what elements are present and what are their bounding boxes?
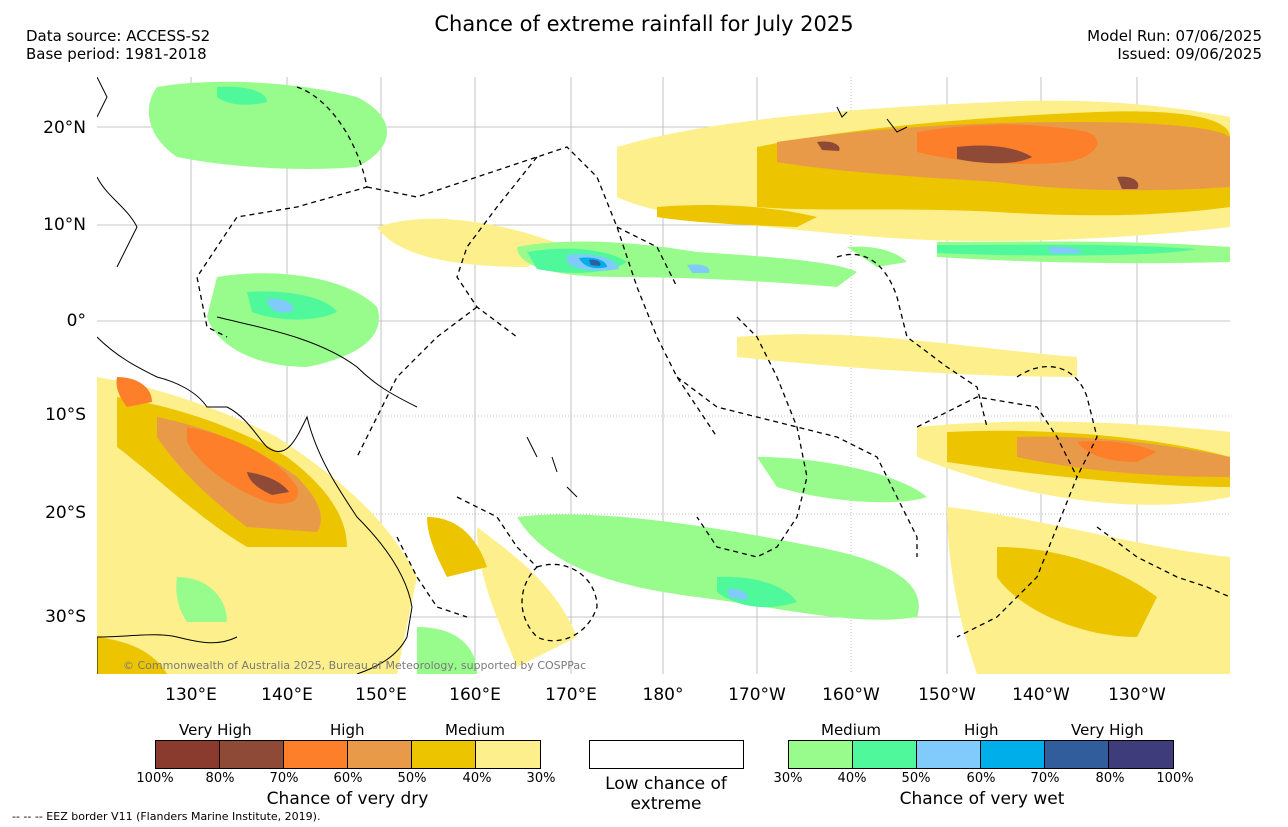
- lat-label-equator: 0°: [66, 311, 86, 331]
- wet-tick-100: 100%: [1156, 771, 1194, 786]
- data-source-info: Data source: ACCESS-S2 Base period: 1981…: [26, 27, 210, 63]
- dry-swatch-2: [220, 741, 284, 768]
- wet-colorbar: [788, 740, 1174, 769]
- wet-swatch-1: [789, 741, 853, 768]
- coastlines: [97, 77, 908, 674]
- lon-label-180: 180°: [642, 685, 684, 705]
- dry-tick-60: 60%: [333, 771, 363, 786]
- wet-swatch-6: [1109, 741, 1173, 768]
- dry-group-medium: Medium: [445, 721, 505, 739]
- dry-swatch-4: [348, 741, 412, 768]
- lon-label-150e: 150°E: [355, 685, 407, 705]
- dry-tick-70: 70%: [269, 771, 299, 786]
- dry-group-high: High: [330, 721, 365, 739]
- wet-group-very-high: Very High: [1071, 721, 1144, 739]
- model-run-text: Model Run: 07/06/2025: [1087, 27, 1262, 45]
- wet-swatch-3: [917, 741, 981, 768]
- wet-swatch-2: [853, 741, 917, 768]
- dry-group-very-high: Very High: [179, 721, 252, 739]
- dry-tick-100: 100%: [136, 771, 174, 786]
- issued-text: Issued: 09/06/2025: [1117, 45, 1262, 63]
- dry-very-high-areas: [247, 141, 1139, 495]
- lon-label-150w: 150°W: [918, 685, 976, 705]
- rainfall-map: © Commonwealth of Australia 2025, Bureau…: [97, 77, 1230, 674]
- wet-group-medium: Medium: [821, 721, 881, 739]
- copyright-notice: © Commonwealth of Australia 2025, Bureau…: [123, 659, 587, 672]
- eez-border-note: -- -- -- EEZ border V11 (Flanders Marine…: [12, 810, 321, 823]
- wet-swatch-5: [1045, 741, 1109, 768]
- eez-borders: [196, 86, 1230, 642]
- wet-very-high-areas: [589, 259, 601, 266]
- dry-swatch-1: [156, 741, 220, 768]
- model-run-info: Model Run: 07/06/2025 Issued: 09/06/2025: [1087, 27, 1262, 63]
- dry-tick-40: 40%: [462, 771, 492, 786]
- low-chance-label: Low chance of extreme: [605, 774, 727, 814]
- lon-label-160w: 160°W: [822, 685, 880, 705]
- wet-tick-80: 80%: [1095, 771, 1125, 786]
- dry-colorbar: [155, 740, 541, 769]
- lon-label-160e: 160°E: [449, 685, 501, 705]
- wet-colorbar-label: Chance of very wet: [899, 789, 1065, 809]
- dry-tick-30: 30%: [526, 771, 556, 786]
- lon-label-170e: 170°E: [545, 685, 597, 705]
- lon-label-130w: 130°W: [1108, 685, 1166, 705]
- wet-tick-50: 50%: [901, 771, 931, 786]
- dry-swatch-6: [476, 741, 540, 768]
- wet-tick-60: 60%: [966, 771, 996, 786]
- dry-tick-50: 50%: [397, 771, 427, 786]
- wet-tick-40: 40%: [837, 771, 867, 786]
- lat-label-10s: 10°S: [45, 405, 86, 425]
- dry-swatch-5: [412, 741, 476, 768]
- low-chance-swatch: [589, 740, 744, 769]
- lat-label-10n: 10°N: [43, 215, 86, 235]
- dry-swatch-3: [284, 741, 348, 768]
- wet-tick-30: 30%: [773, 771, 803, 786]
- map-title: Chance of extreme rainfall for July 2025: [434, 12, 854, 36]
- wet-swatch-4: [981, 741, 1045, 768]
- lon-label-140w: 140°W: [1012, 685, 1070, 705]
- lon-label-140e: 140°E: [261, 685, 313, 705]
- wet-group-high: High: [964, 721, 999, 739]
- dry-colorbar-label: Chance of very dry: [266, 789, 429, 809]
- lon-label-130e: 130°E: [165, 685, 217, 705]
- dry-tick-80: 80%: [205, 771, 235, 786]
- lat-label-20n: 20°N: [43, 118, 86, 138]
- lat-label-20s: 20°S: [45, 503, 86, 523]
- map-canvas: [97, 77, 1230, 674]
- lat-label-30s: 30°S: [45, 607, 86, 627]
- wet-tick-70: 70%: [1030, 771, 1060, 786]
- data-source-text: Data source: ACCESS-S2: [26, 27, 211, 45]
- lon-label-170w: 170°W: [728, 685, 786, 705]
- base-period-text: Base period: 1981-2018: [26, 45, 207, 63]
